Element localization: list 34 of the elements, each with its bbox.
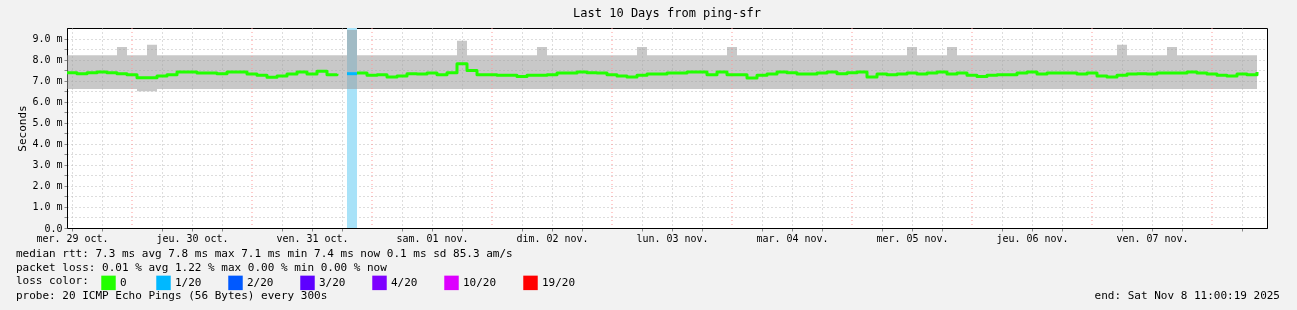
x-tick-label: jeu. 06 nov.	[996, 232, 1069, 244]
text: packet loss: 0.01 % avg 1.22 % max 0.00 % min 0.00 % now	[16, 261, 388, 274]
legend-label: 19/20	[542, 275, 576, 289]
x-tick-label: sam. 01 nov.	[396, 232, 469, 244]
x-tick-label: dim. 02 nov.	[516, 232, 589, 244]
x-tick-label: jeu. 30 oct.	[156, 232, 229, 244]
legend-label: 4/20	[391, 275, 418, 289]
legend-label: 10/20	[463, 275, 497, 289]
x-tick-label: ven. 31 oct.	[276, 232, 349, 244]
x-tick-label: lun. 03 nov.	[636, 232, 709, 244]
x-tick-label: mer. 05 nov.	[876, 232, 949, 244]
legend-label: 0	[120, 275, 127, 289]
text: end: Sat Nov 8 11:00:19 2025	[1094, 289, 1280, 302]
x-tick-label: ven. 07 nov.	[1116, 232, 1189, 244]
y-tick-label: 7.0 m	[32, 75, 63, 87]
y-tick-label: 3.0 m	[32, 159, 63, 171]
legend-title: loss color:	[16, 274, 89, 287]
y-tick-label: 1.0 m	[32, 201, 63, 213]
y-tick-label: 6.0 m	[32, 96, 63, 108]
y-tick-label: 9.0 m	[32, 33, 63, 45]
x-tick-label: mar. 04 nov.	[756, 232, 829, 244]
y-tick-label: 2.0 m	[32, 180, 63, 192]
y-tick-label: 5.0 m	[32, 117, 63, 129]
text: median rtt: 7.3 ms avg 7.8 ms max 7.1 ms min 7.4 ms now 0.1 ms sd 85.3 am/s	[16, 247, 513, 260]
legend-label: 3/20	[319, 275, 346, 289]
legend-label: 2/20	[247, 275, 274, 289]
y-tick-label: 0.0	[44, 222, 63, 234]
x-tick-label: mer. 29 oct.	[36, 232, 109, 244]
legend-label: 1/20	[175, 275, 202, 289]
y-tick-label: 8.0 m	[32, 54, 63, 66]
text: probe: 20 ICMP Echo Pings (56 Bytes) every 300s	[16, 289, 328, 302]
chart-title: Last 10 Days from ping-sfr	[573, 6, 761, 20]
y-axis-title: Seconds	[16, 105, 30, 152]
y-tick-label: 4.0 m	[32, 138, 63, 150]
